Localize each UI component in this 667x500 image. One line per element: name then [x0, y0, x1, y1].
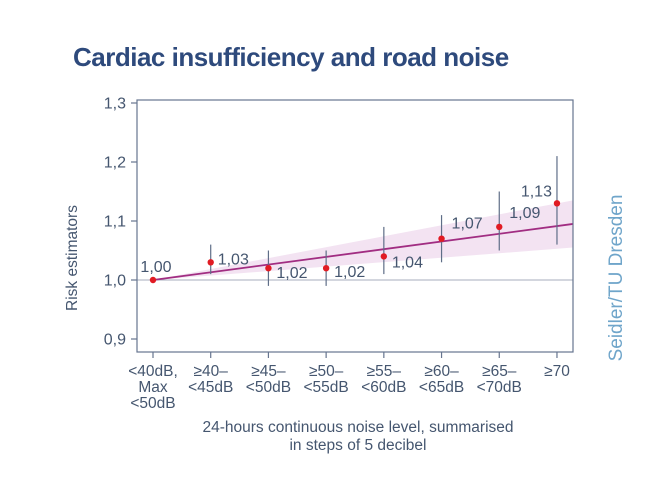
data-point	[207, 259, 214, 266]
x-tick-label: ≥60– <65dB	[419, 363, 464, 396]
data-point-label: 1,03	[218, 251, 249, 268]
x-axis-title: 24-hours continuous noise level, summari…	[202, 419, 513, 436]
data-point	[380, 253, 388, 260]
data-point-label: 1,13	[521, 183, 552, 200]
data-point	[553, 200, 561, 207]
y-axis-title: Risk estimators	[64, 205, 81, 311]
data-point-label: 1,09	[509, 205, 540, 222]
data-point	[265, 265, 272, 272]
chart-title: Cardiac insufficiency and road noise	[73, 42, 509, 72]
x-tick-label: ≥45– <50dB	[246, 363, 291, 396]
x-tick-label: ≥65– <70dB	[477, 363, 522, 396]
credit-text: Seidler/TU Dresden	[606, 195, 627, 362]
data-point-label: 1,07	[452, 216, 483, 233]
data-point	[149, 276, 157, 284]
x-tick-label: ≥50– <55dB	[303, 363, 348, 396]
y-tick-label: 1,3	[104, 96, 126, 113]
data-point	[496, 223, 503, 231]
data-point-label: 1,00	[140, 259, 171, 276]
y-tick-label: 0,9	[104, 332, 126, 349]
x-tick-label: ≥40– <45dB	[188, 363, 233, 396]
data-point-label: 1,04	[392, 254, 423, 271]
y-tick-label: 1,1	[104, 214, 126, 231]
confidence-band	[153, 200, 573, 280]
y-tick-label: 1,2	[104, 155, 126, 172]
data-point-label: 1,02	[334, 264, 365, 281]
x-axis-title: in steps of 5 decibel	[289, 437, 426, 454]
plot-border	[136, 99, 574, 353]
data-point-label: 1,02	[276, 265, 307, 282]
data-point	[438, 235, 445, 242]
trend-line	[152, 223, 574, 281]
y-tick-label: 1,0	[104, 273, 126, 290]
x-tick-label: ≥70	[544, 363, 570, 380]
x-tick-label: ≥55– <60dB	[361, 363, 406, 396]
x-tick-label: <40dB, Max <50dB	[128, 363, 178, 412]
data-point	[322, 265, 330, 272]
